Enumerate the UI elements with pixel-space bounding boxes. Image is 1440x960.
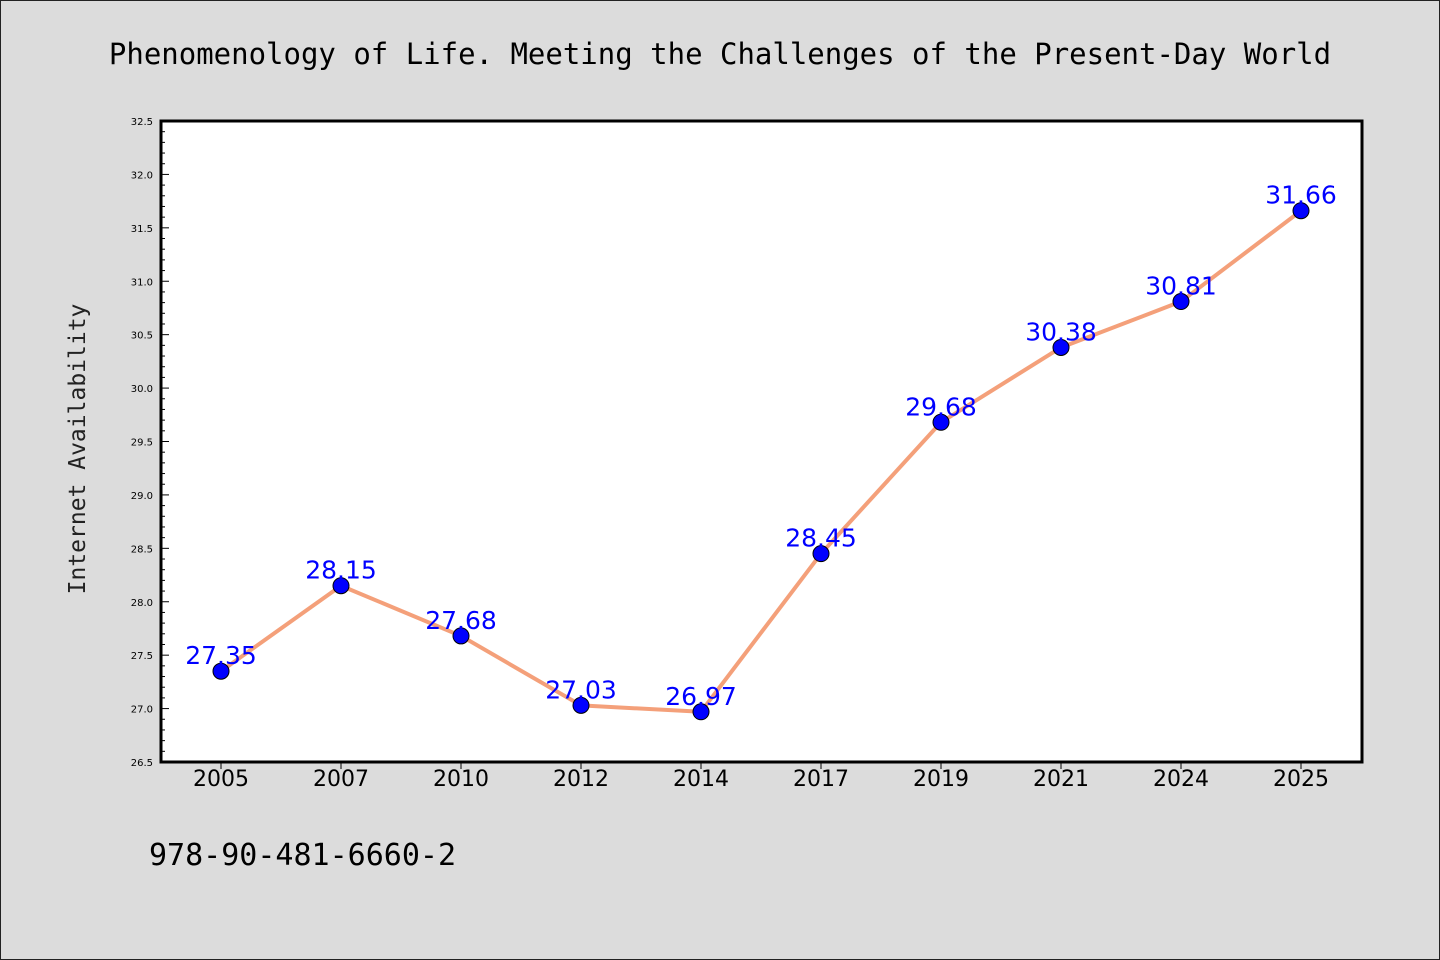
x-tick-label: 2014 <box>673 767 729 792</box>
data-point <box>212 662 230 680</box>
y-tick-label: 32.0 <box>131 170 153 181</box>
x-tick-label: 2005 <box>193 767 249 792</box>
data-label: 28.15 <box>305 556 377 585</box>
y-tick-label: 26.5 <box>131 758 153 769</box>
x-tick-label: 2025 <box>1273 767 1329 792</box>
y-tick-label: 27.0 <box>131 705 153 716</box>
data-label: 27.35 <box>185 641 257 670</box>
x-tick-label: 2012 <box>553 767 609 792</box>
y-tick-label: 31.5 <box>131 224 153 235</box>
data-point <box>1052 338 1070 356</box>
y-tick-label: 32.5 <box>131 117 153 128</box>
data-point <box>1172 293 1190 311</box>
x-tick-label: 2019 <box>913 767 969 792</box>
y-tick-label: 29.5 <box>131 438 153 449</box>
plot-frame <box>159 119 1364 764</box>
data-point <box>332 577 350 595</box>
y-tick-label: 31.0 <box>131 277 153 288</box>
chart-title: Phenomenology of Life. Meeting the Chall… <box>109 37 1331 71</box>
data-label: 30.38 <box>1025 317 1097 346</box>
y-tick-label: 28.0 <box>131 598 153 609</box>
y-axis-label: Internet Availability <box>65 304 91 595</box>
data-label: 31.66 <box>1265 181 1337 210</box>
x-tick-label: 2010 <box>433 767 489 792</box>
data-label: 27.03 <box>545 675 617 704</box>
series-line-group <box>219 208 1303 714</box>
marker-group <box>212 202 1310 721</box>
y-tick-label: 30.5 <box>131 331 153 342</box>
data-label: 29.68 <box>905 392 977 421</box>
data-point <box>932 413 950 431</box>
data-label: 26.97 <box>665 682 737 711</box>
y-axis: 26.5 27.0 27.5 28.0 28.5 29.0 29.5 30.0 30.5 31.0… <box>131 117 169 769</box>
data-label: 27.68 <box>425 606 497 635</box>
series-line <box>219 208 1303 714</box>
data-point <box>1292 202 1310 220</box>
data-label: 30.81 <box>1145 272 1217 301</box>
y-tick-label: 27.5 <box>131 651 153 662</box>
x-tick-label: 2021 <box>1033 767 1089 792</box>
y-tick-label: 29.0 <box>131 491 153 502</box>
data-label: 28.45 <box>785 524 857 553</box>
isbn-text: 978-90-481-6660-2 <box>149 838 456 873</box>
x-tick-label: 2007 <box>313 767 369 792</box>
plot-area <box>161 121 1362 762</box>
data-point <box>692 703 710 721</box>
y-tick-label: 30.0 <box>131 384 153 395</box>
data-point <box>812 545 830 563</box>
x-axis: 2005 2007 2010 2012 2014 2017 2019 2021 2024 2025 <box>193 762 1329 792</box>
data-label-group: 27.35 28.15 27.68 27.03 26.97 28.45 29.68 30.38… <box>185 181 1337 711</box>
data-point <box>572 696 590 714</box>
x-tick-label: 2024 <box>1153 767 1209 792</box>
data-point <box>452 627 470 645</box>
y-tick-label: 28.5 <box>131 544 153 555</box>
x-tick-label: 2017 <box>793 767 849 792</box>
